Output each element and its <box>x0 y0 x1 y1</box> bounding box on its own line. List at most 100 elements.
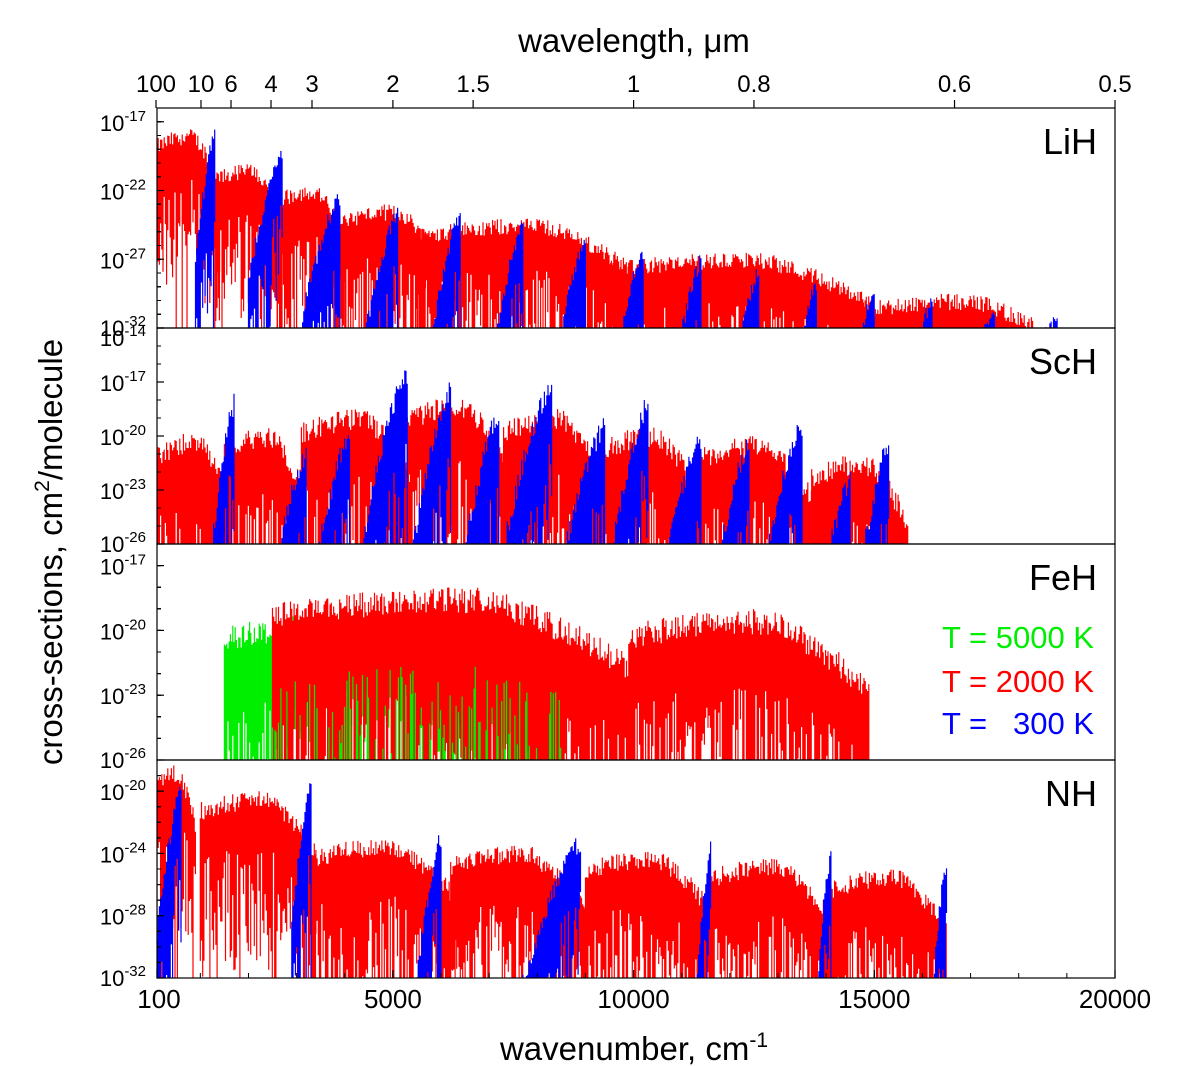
y-tick-label-nh-1: 10-24 <box>100 839 146 867</box>
panel-feh: FeH 10-17 10-20 10-23 10-26 <box>100 543 1116 773</box>
band-300k-9 <box>729 269 760 328</box>
band-2000k-6 <box>830 869 947 978</box>
top-tick-label-0: 100 <box>136 71 176 98</box>
top-axis-title: wavelength, μm <box>517 22 750 59</box>
spectra-nh <box>157 765 948 978</box>
band-300k-4 <box>695 841 712 978</box>
top-tick-label-9: 0.6 <box>938 71 971 98</box>
top-tick-label-2: 6 <box>224 71 237 98</box>
y-tick-label-sch-1: 10-17 <box>100 368 146 396</box>
top-tick-label-8: 0.8 <box>737 71 770 98</box>
band-300k-13 <box>854 445 890 544</box>
band-2000k-1 <box>628 609 870 760</box>
panel-lih: LiH 10-17 10-22 10-27 10-32 <box>100 107 1116 341</box>
band-300k-4 <box>411 382 452 544</box>
series-sch-300k <box>209 370 890 544</box>
series-nh-300k <box>157 783 948 978</box>
band-300k-11 <box>758 425 803 544</box>
band-300k-1 <box>247 150 283 328</box>
top-tick-label-7: 1 <box>627 71 640 98</box>
band-300k-6 <box>556 239 586 328</box>
y-tick-label-feh-1: 10-20 <box>100 616 146 644</box>
band-300k-4 <box>430 213 461 328</box>
x-tick-label-2: 10000 <box>597 984 669 1014</box>
legend-item-5000k: T = 5000 K <box>942 620 1094 655</box>
x-axis-title: wavenumber, cm-1 <box>499 1029 768 1066</box>
y-tick-label-feh-2: 10-23 <box>100 681 146 709</box>
band-300k-14 <box>1022 317 1058 328</box>
legend-item-300k: T = 300 K <box>942 706 1094 741</box>
x-tick-label-1: 5000 <box>364 984 422 1014</box>
band-300k-11 <box>844 294 875 328</box>
band-300k-0 <box>157 786 182 978</box>
band-300k-10 <box>710 439 750 544</box>
series-feh-2000k <box>271 587 870 760</box>
band-300k-6 <box>931 868 948 978</box>
y-axis-title-post: /molecule <box>32 339 69 480</box>
band-300k-0 <box>194 129 216 328</box>
top-tick-label-6: 1.5 <box>456 71 489 98</box>
band-300k-8 <box>671 255 702 328</box>
y-axis-title: cross-sections, cm2/molecule <box>31 339 69 765</box>
y-axis-title-sup: 2 <box>31 480 54 492</box>
band-2000k-5 <box>608 252 875 328</box>
band-300k-5 <box>493 222 524 328</box>
band-2000k-7 <box>811 456 909 544</box>
y-tick-label-sch-0: 10-14 <box>100 323 146 351</box>
band-300k-12 <box>811 472 851 544</box>
band-300k-9 <box>657 436 702 544</box>
band-300k-7 <box>556 418 606 544</box>
x-axis-title-sup: -1 <box>749 1029 768 1052</box>
band-300k-1 <box>291 783 312 978</box>
band-300k-13 <box>960 312 996 328</box>
band-300k-3 <box>522 838 582 978</box>
x-axis-ticks: 100 5000 10000 15000 20000 <box>137 970 1151 1014</box>
band-300k-3 <box>363 207 399 328</box>
band-300k-10 <box>787 283 817 328</box>
top-tick-label-1: 10 <box>188 71 215 98</box>
x-axis-title-text: wavenumber, cm <box>499 1030 749 1066</box>
y-tick-label-nh-2: 10-28 <box>100 902 146 930</box>
band-300k-6 <box>503 384 553 544</box>
molecule-label-lih: LiH <box>1043 121 1097 162</box>
legend-item-2000k: T = 2000 K <box>942 664 1094 699</box>
spectra-feh <box>223 587 870 760</box>
top-axis-ticks: 100 10 6 4 3 2 1.5 1 0.8 0.6 0.5 <box>136 71 1132 108</box>
top-tick-label-3: 4 <box>264 71 277 98</box>
band-300k-1 <box>267 447 307 544</box>
panel-sch: ScH 10-14 10-17 10-20 10-23 10-26 <box>100 323 1116 557</box>
y-tick-label-lih-3: 10-32 <box>100 313 146 341</box>
y-axis-title-pre: cross-sections, cm <box>32 492 69 765</box>
y-tick-label-nh-0: 10-20 <box>100 777 146 805</box>
spectra-sch <box>157 370 909 544</box>
y-tick-label-sch-2: 10-20 <box>100 422 146 450</box>
band-300k-3 <box>363 370 408 544</box>
band-300k-5 <box>459 417 500 544</box>
molecule-label-sch: ScH <box>1029 341 1097 382</box>
y-tick-label-nh-3: 10-32 <box>100 963 146 991</box>
x-tick-label-3: 15000 <box>838 984 910 1014</box>
band-300k-8 <box>608 400 649 544</box>
y-tick-label-feh-0: 10-17 <box>100 552 146 580</box>
band-2000k-5 <box>710 858 832 978</box>
y-tick-label-lih-1: 10-22 <box>100 177 146 205</box>
molecule-label-feh: FeH <box>1029 557 1097 598</box>
x-tick-label-4: 20000 <box>1079 984 1151 1014</box>
molecule-label-nh: NH <box>1045 773 1097 814</box>
panels: LiH10-1710-2210-2710-32ScH10-1410-1710-2… <box>100 107 1116 991</box>
spectra-lih <box>157 129 1067 328</box>
top-tick-label-10: 0.5 <box>1098 71 1131 98</box>
y-tick-label-feh-3: 10-26 <box>100 745 146 773</box>
band-300k-5 <box>815 851 832 978</box>
band-300k-2 <box>310 435 351 544</box>
band-2000k-0 <box>271 587 634 760</box>
top-tick-label-5: 2 <box>386 71 399 98</box>
band-300k-0 <box>209 393 235 544</box>
y-tick-label-sch-4: 10-26 <box>100 529 146 557</box>
y-tick-label-sch-3: 10-23 <box>100 476 146 504</box>
y-tick-label-lih-2: 10-27 <box>100 245 146 273</box>
legend: T = 5000 K T = 2000 K T = 300 K <box>942 620 1094 741</box>
series-lih-300k <box>194 129 1058 328</box>
y-tick-label-lih-0: 10-17 <box>100 108 146 136</box>
